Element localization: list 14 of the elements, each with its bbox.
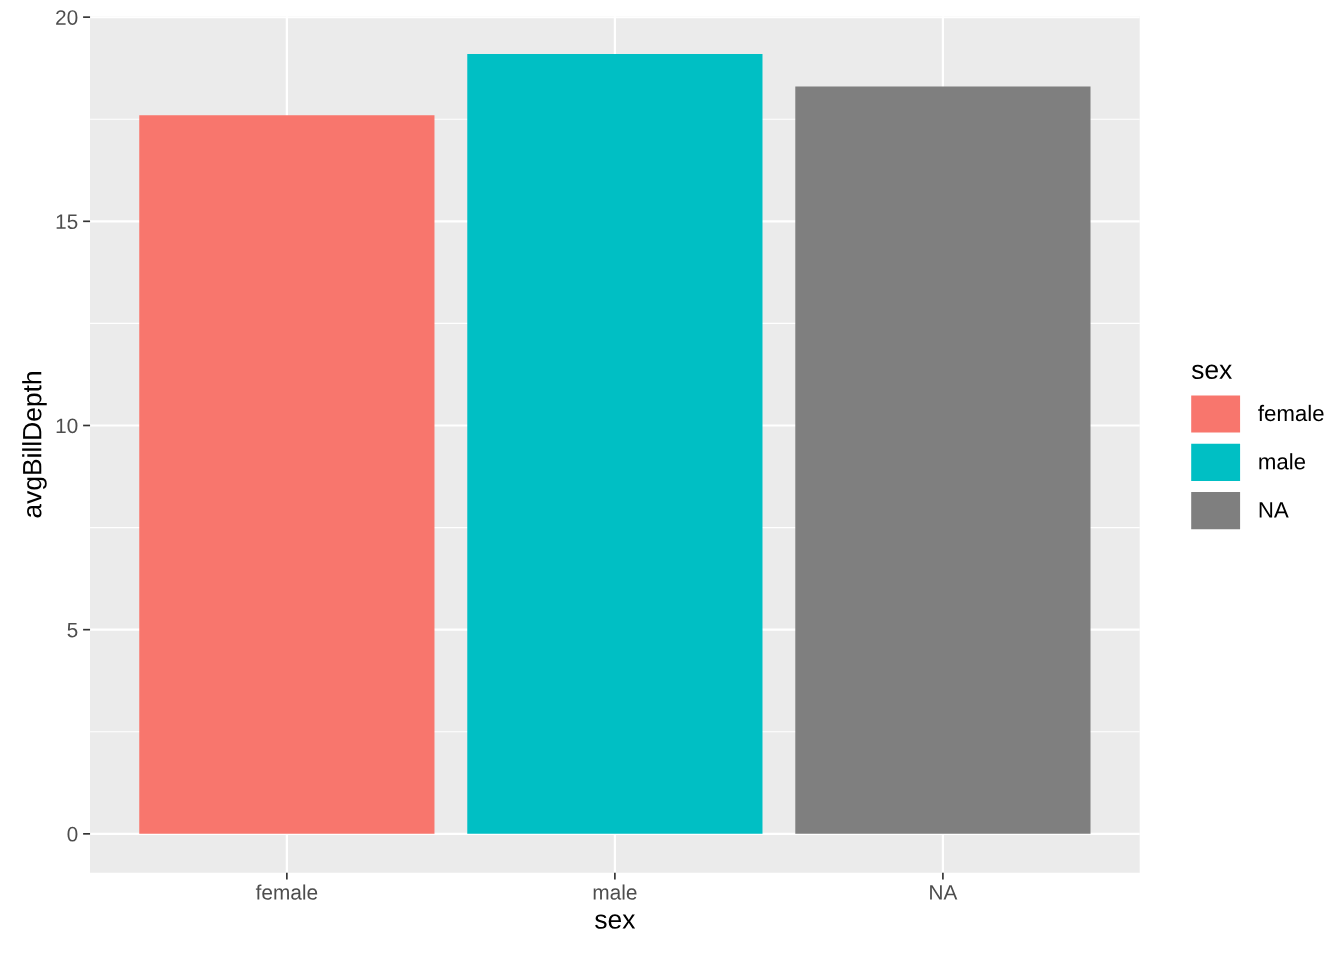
x-tick-label: NA (930, 885, 958, 900)
y-tick-label: 15 (56, 214, 78, 230)
y-tick-label: 10 (56, 418, 78, 434)
legend-label: male (1259, 453, 1306, 470)
x-axis-title: sex (595, 914, 636, 929)
y-axis-title: avgBillDepth (22, 372, 47, 518)
x-tick-label: male (593, 884, 637, 900)
legend-label: female (1258, 404, 1324, 422)
legend-title: sex (1191, 364, 1232, 380)
y-tick-label: 5 (67, 622, 78, 638)
y-tick-label: 20 (56, 10, 78, 25)
legend-label: NA (1259, 502, 1289, 518)
x-tick-label: female (255, 884, 318, 900)
y-tick-label: 0 (67, 826, 78, 842)
